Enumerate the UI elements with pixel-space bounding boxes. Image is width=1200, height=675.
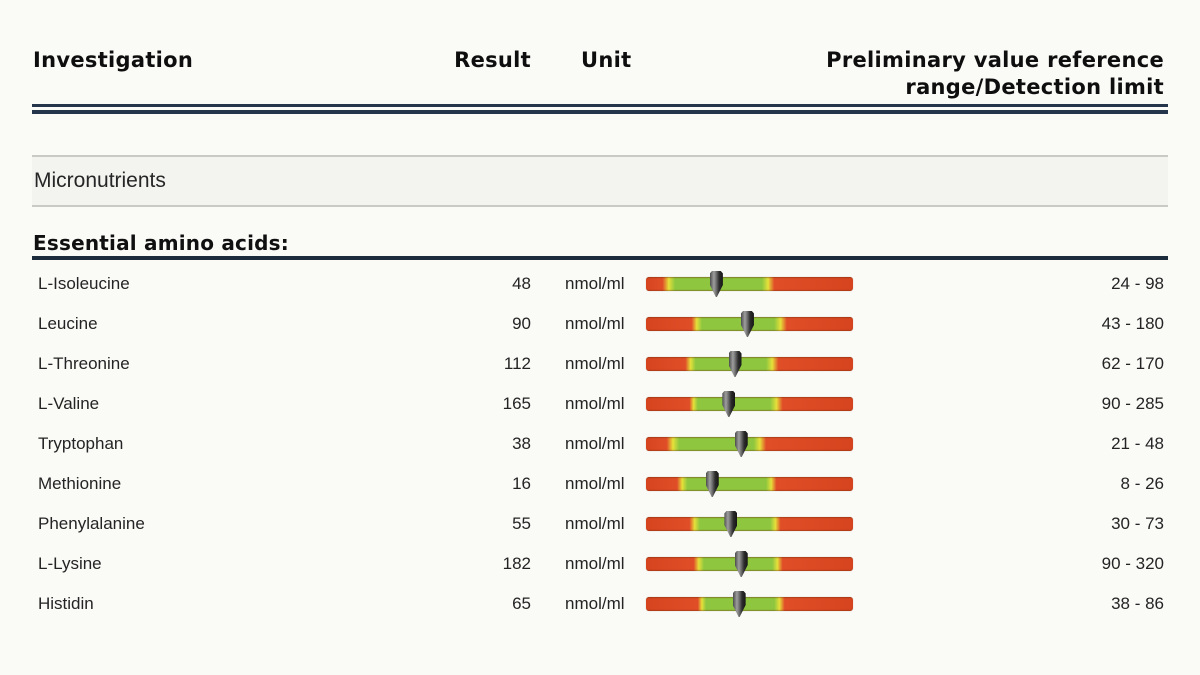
value-marker [705, 471, 719, 497]
value-marker [734, 551, 748, 577]
table-row: L-Lysine 182 nmol/ml 90 - 320 [0, 544, 1200, 584]
range-bar [646, 591, 853, 617]
table-row: Tryptophan 38 nmol/ml 21 - 48 [0, 424, 1200, 464]
subsection-rule [32, 256, 1168, 260]
range-bar [646, 391, 853, 417]
section-band-micronutrients: Micronutrients [32, 155, 1168, 207]
unit-label: nmol/ml [565, 594, 625, 613]
column-header-unit: Unit [581, 48, 632, 72]
column-header-investigation: Investigation [33, 48, 194, 72]
result-value: 16 [512, 474, 531, 493]
value-marker [740, 311, 754, 337]
reference-range: 43 - 180 [1101, 314, 1164, 333]
column-header-reference-line2: range/Detection limit [905, 75, 1164, 99]
subsection-title: Essential amino acids: [33, 231, 289, 255]
column-header-result: Result [454, 48, 531, 72]
unit-label: nmol/ml [565, 354, 625, 373]
unit-label: nmol/ml [565, 514, 625, 533]
range-bar [646, 311, 853, 337]
header-rule-top [32, 104, 1168, 107]
table-row: Histidin 65 nmol/ml 38 - 86 [0, 584, 1200, 624]
result-value: 112 [503, 354, 531, 373]
result-value: 38 [512, 434, 531, 453]
analyte-name: Leucine [38, 314, 98, 333]
analyte-name: L-Valine [38, 394, 100, 413]
analyte-name: Methionine [38, 474, 122, 493]
reference-range: 90 - 285 [1101, 394, 1164, 413]
range-bar [646, 471, 853, 497]
reference-range: 38 - 86 [1111, 594, 1164, 613]
table-row: Leucine 90 nmol/ml 43 - 180 [0, 304, 1200, 344]
reference-range: 90 - 320 [1101, 554, 1164, 573]
unit-label: nmol/ml [565, 274, 625, 293]
result-value: 165 [502, 394, 531, 413]
range-bar [646, 551, 853, 577]
range-bar [646, 511, 853, 537]
analyte-name: L-Lysine [38, 554, 102, 573]
column-header-reference: Preliminary value reference range/Detect… [744, 47, 1164, 101]
header-rule-bottom [32, 110, 1168, 114]
table-row: Phenylalanine 55 nmol/ml 30 - 73 [0, 504, 1200, 544]
results-rows: L-Isoleucine 48 nmol/ml 24 - 98 Leucine … [0, 264, 1200, 624]
analyte-name: Histidin [38, 594, 94, 613]
result-value: 90 [512, 314, 531, 333]
analyte-name: L-Threonine [38, 354, 130, 373]
unit-label: nmol/ml [565, 314, 625, 333]
table-row: Methionine 16 nmol/ml 8 - 26 [0, 464, 1200, 504]
result-value: 65 [512, 594, 531, 613]
result-value: 48 [512, 274, 531, 293]
reference-range: 21 - 48 [1111, 434, 1164, 453]
reference-range: 24 - 98 [1111, 274, 1164, 293]
table-row: L-Isoleucine 48 nmol/ml 24 - 98 [0, 264, 1200, 304]
analyte-name: Tryptophan [38, 434, 124, 453]
unit-label: nmol/ml [565, 394, 625, 413]
value-marker [734, 431, 748, 457]
value-marker [728, 351, 742, 377]
range-bar [646, 351, 853, 377]
table-row: L-Valine 165 nmol/ml 90 - 285 [0, 384, 1200, 424]
value-marker [709, 271, 723, 297]
reference-range: 62 - 170 [1101, 354, 1164, 373]
unit-label: nmol/ml [565, 434, 625, 453]
range-bar [646, 271, 853, 297]
analyte-name: L-Isoleucine [38, 274, 130, 293]
reference-range: 8 - 26 [1120, 474, 1164, 493]
unit-label: nmol/ml [565, 474, 625, 493]
table-row: L-Threonine 112 nmol/ml 62 - 170 [0, 344, 1200, 384]
range-bar [646, 431, 853, 457]
column-header-reference-line1: Preliminary value reference [826, 48, 1164, 72]
value-marker [724, 511, 738, 537]
section-label: Micronutrients [34, 169, 166, 192]
analyte-name: Phenylalanine [38, 514, 145, 533]
result-value: 55 [512, 514, 531, 533]
unit-label: nmol/ml [565, 554, 625, 573]
result-value: 182 [502, 554, 531, 573]
reference-range: 30 - 73 [1111, 514, 1164, 533]
value-marker [722, 391, 736, 417]
value-marker [732, 591, 746, 617]
